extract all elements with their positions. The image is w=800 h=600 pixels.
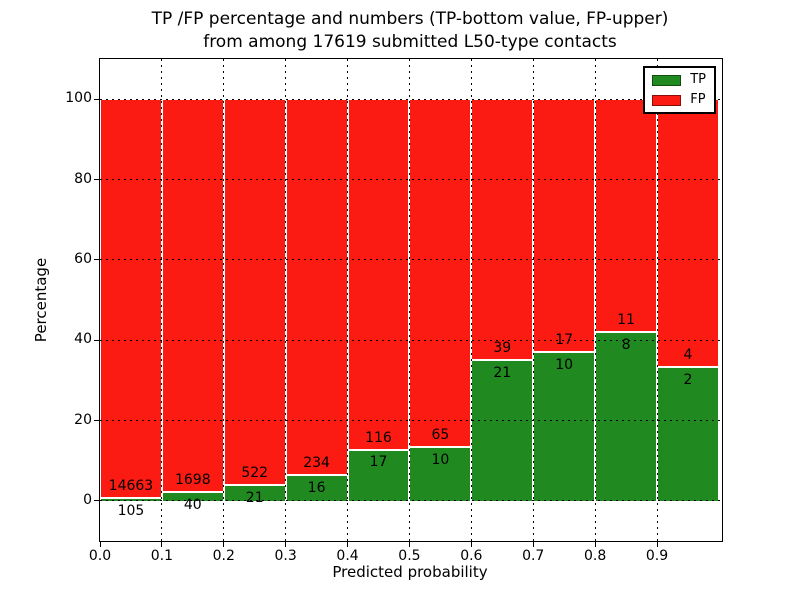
x-tick-mark	[161, 542, 163, 547]
chart-title-line2: from among 17619 submitted L50-type cont…	[203, 32, 617, 52]
chart-title-line1: TP /FP percentage and numbers (TP-bottom…	[151, 9, 669, 29]
x-tick-mark	[223, 542, 225, 547]
y-gridline	[100, 420, 722, 421]
bar-fp-count-label: 65	[431, 427, 450, 444]
ticks-layer: 0 20 40 60 80 100 0.0 0.1 0.2 0.3 0.4 0.5 0.6 0.7 0.8 0…	[65, 59, 722, 564]
y-gridline	[100, 98, 722, 100]
y-gridline	[100, 259, 722, 261]
legend-entry-fp: FP	[652, 93, 706, 107]
bar-fp-count-label: 39	[493, 340, 512, 357]
x-gridline	[161, 59, 163, 541]
bar-tp-count-label: 21	[493, 365, 512, 382]
x-tick-label: 0.6	[460, 548, 483, 564]
x-tick-label: 0.7	[522, 548, 545, 564]
bar-tp-count-label: 40	[183, 496, 202, 513]
y-gridline	[100, 500, 722, 502]
fp-color-swatch	[652, 94, 682, 106]
x-gridline	[470, 59, 472, 541]
y-tick-label: 60	[74, 250, 92, 267]
y-tick-label: 0	[83, 491, 92, 508]
x-tick-mark	[347, 542, 349, 547]
x-axis-label: Predicted probability	[332, 563, 488, 581]
bar-fp-count-label: 4	[683, 346, 693, 363]
x-gridline	[594, 59, 596, 541]
y-tick-mark	[94, 259, 99, 261]
bar-fp-count-label: 234	[303, 455, 330, 472]
legend-entry-tp: TP	[652, 73, 706, 87]
bar-fp-count-label: 11	[617, 311, 635, 328]
bar-fp-segment	[409, 99, 472, 448]
y-axis-label: Percentage	[32, 257, 50, 343]
y-tick-label: 20	[74, 411, 92, 428]
y-tick-mark	[94, 339, 99, 341]
x-gridline	[532, 59, 534, 541]
x-tick-label: 0.5	[398, 548, 421, 564]
bar-tp-count-label: 8	[621, 336, 631, 353]
x-tick-mark	[408, 542, 410, 547]
x-tick-mark	[470, 542, 472, 547]
y-tick-mark	[94, 420, 99, 421]
legend: TP FP	[643, 66, 716, 114]
x-tick-mark	[594, 542, 596, 547]
bar-fp-segment	[471, 99, 534, 361]
x-tick-mark	[656, 542, 658, 547]
x-tick-label: 0.9	[645, 548, 669, 564]
y-tick-mark	[94, 98, 99, 100]
bar-tp-segment	[285, 475, 348, 501]
x-tick-label: 0.0	[88, 548, 112, 564]
bar-labels-layer: 14663 105 1698 40 522 21 234 16 116 17 65 10 39 21 17 1…	[100, 59, 722, 541]
bar-tp-count-label: 105	[117, 502, 145, 519]
legend-label-tp: TP	[690, 72, 706, 87]
y-tick-label: 80	[74, 170, 92, 187]
bar-fp-count-label: 14663	[108, 477, 154, 494]
bar-tp-count-label: 21	[245, 490, 264, 507]
bar-tp-count-label: 17	[369, 454, 388, 471]
bar-fp-count-label: 1698	[174, 471, 211, 488]
x-gridline	[223, 59, 225, 541]
grid-layer	[100, 59, 722, 541]
y-gridline	[100, 339, 722, 341]
x-tick-label: 0.3	[274, 548, 297, 564]
x-tick-mark	[285, 542, 287, 547]
bar-fp-segment	[100, 99, 162, 498]
bar-tp-segment	[471, 360, 534, 501]
x-tick-label: 0.4	[336, 548, 359, 564]
bar-tp-count-label: 2	[683, 371, 693, 388]
tp-color-swatch	[652, 74, 682, 86]
bar-tp-segment	[533, 352, 596, 501]
x-tick-mark	[99, 542, 101, 547]
x-tick-mark	[532, 542, 534, 547]
bar-tp-count-label: 10	[431, 452, 450, 469]
y-tick-label: 40	[74, 331, 92, 348]
x-tick-label: 0.1	[150, 548, 173, 564]
bar-fp-count-label: 17	[555, 332, 574, 349]
x-gridline	[285, 59, 287, 541]
y-tick-mark	[94, 500, 99, 502]
x-gridline	[347, 59, 349, 541]
bar-fp-segment	[657, 99, 719, 367]
y-gridline	[100, 179, 722, 180]
y-tick-mark	[94, 179, 99, 180]
plot-area: 14663 105 1698 40 522 21 234 16 116 17 65 10 39 21 17 1…	[65, 58, 723, 564]
legend-label-fp: FP	[690, 92, 706, 107]
bar-fp-count-label: 522	[241, 465, 269, 482]
bar-fp-count-label: 116	[365, 429, 392, 446]
bar-tp-count-label: 16	[307, 480, 326, 497]
y-tick-label: 100	[65, 90, 92, 107]
bar-tp-count-label: 10	[555, 357, 574, 374]
x-tick-label: 0.2	[212, 548, 235, 564]
x-gridline	[408, 59, 410, 541]
x-gridline	[656, 59, 658, 541]
x-tick-label: 0.8	[583, 548, 607, 564]
